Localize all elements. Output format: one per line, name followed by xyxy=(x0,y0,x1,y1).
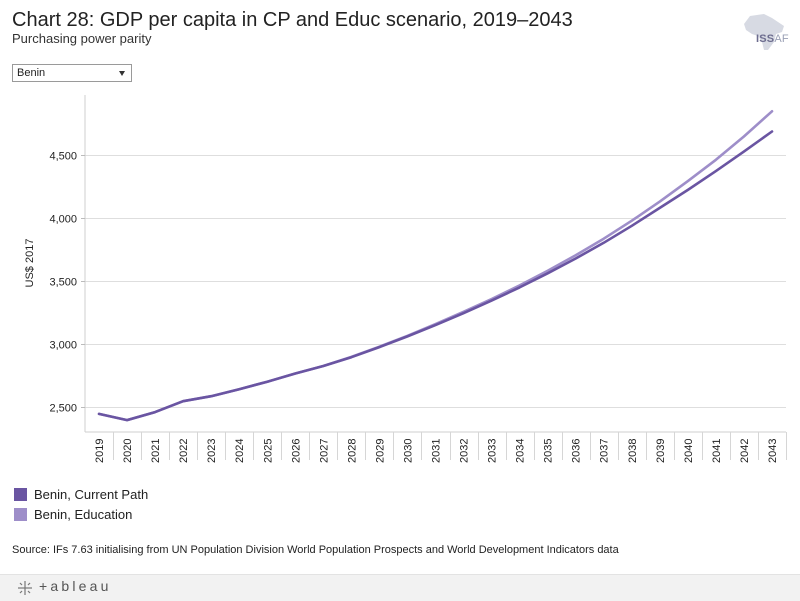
x-tick-label: 2026 xyxy=(290,439,302,463)
gridlines xyxy=(85,155,786,408)
x-tick-label: 2036 xyxy=(571,439,583,463)
x-tick-label: 2038 xyxy=(627,439,639,463)
x-tick-label: 2031 xyxy=(431,439,443,463)
y-tick-label: 4,000 xyxy=(49,214,77,226)
legend: Benin, Current Path Benin, Education xyxy=(14,484,148,524)
source-note: Source: IFs 7.63 initialising from UN Po… xyxy=(12,544,619,556)
x-tick-label: 2022 xyxy=(178,439,190,463)
x-tick-label: 2037 xyxy=(599,439,611,463)
legend-item-current-path[interactable]: Benin, Current Path xyxy=(14,484,148,504)
country-select-value: Benin xyxy=(17,67,46,79)
x-tick-label: 2034 xyxy=(515,439,527,463)
x-tick-label: 2032 xyxy=(459,439,471,463)
y-tick-label: 3,000 xyxy=(49,340,77,352)
x-tick-label: 2019 xyxy=(94,439,106,463)
chart-subtitle: Purchasing power parity xyxy=(12,31,152,46)
iss-logo: ISSAF xyxy=(756,33,789,45)
x-tick-label: 2025 xyxy=(262,439,274,463)
tableau-footer: +ableau xyxy=(0,574,800,601)
y-tick-label: 2,500 xyxy=(49,403,77,415)
legend-label: Benin, Current Path xyxy=(34,486,149,502)
x-tick-label: 2021 xyxy=(150,439,162,463)
legend-swatch xyxy=(14,487,27,501)
x-tick-label: 2027 xyxy=(318,439,330,463)
x-tick-label: 2033 xyxy=(487,439,499,463)
x-tick-label: 2042 xyxy=(739,439,751,463)
tableau-plus-icon[interactable] xyxy=(16,579,34,597)
africa-map-icon xyxy=(744,14,784,50)
x-tick-label: 2023 xyxy=(206,439,218,463)
chevron-down-icon xyxy=(119,71,125,76)
x-tick-label: 2024 xyxy=(234,439,246,463)
x-tick-label: 2020 xyxy=(122,439,134,463)
x-tick-label: 2040 xyxy=(683,439,695,463)
x-tick-label: 2043 xyxy=(767,439,779,463)
country-select[interactable]: Benin xyxy=(12,64,132,82)
x-tick-label: 2035 xyxy=(543,439,555,463)
y-axis: 2,500 3,000 3,500 4,000 4,500 xyxy=(49,95,86,432)
series-line-current-path[interactable] xyxy=(97,130,774,422)
x-tick-label: 2041 xyxy=(711,439,723,463)
legend-label: Benin, Education xyxy=(34,506,133,522)
x-tick-label: 2039 xyxy=(655,439,667,463)
x-tick-label: 2028 xyxy=(346,439,358,463)
tableau-brand[interactable]: +ableau xyxy=(39,578,112,594)
x-axis: 2019 2020 2021 2022 2023 2024 2025 2026 2027 2028… xyxy=(85,431,787,463)
y-axis-label: US$ 2017 xyxy=(24,239,36,288)
legend-swatch xyxy=(14,507,27,521)
x-tick-label: 2030 xyxy=(402,439,414,463)
y-tick-label: 4,500 xyxy=(49,151,77,163)
series-line-education[interactable] xyxy=(97,110,774,422)
chart-title: Chart 28: GDP per capita in CP and Educ … xyxy=(12,9,573,31)
legend-item-education[interactable]: Benin, Education xyxy=(14,504,148,524)
series-lines xyxy=(97,110,774,422)
x-tick-label: 2029 xyxy=(374,439,386,463)
y-tick-label: 3,500 xyxy=(49,277,77,289)
